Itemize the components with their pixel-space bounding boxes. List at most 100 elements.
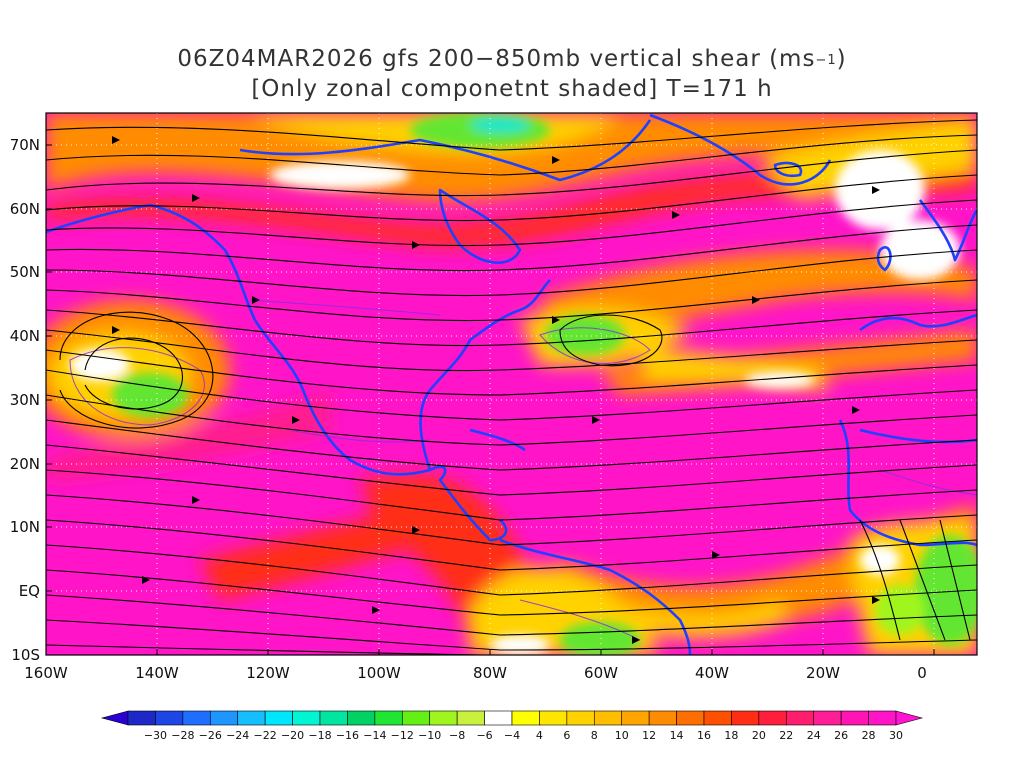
canada-arctic-coast xyxy=(239,119,652,182)
uk xyxy=(876,246,892,272)
colorbar-label: −24 xyxy=(226,729,249,742)
coastlines xyxy=(46,113,977,655)
colorbar-swatch xyxy=(511,710,540,726)
colorbar-swatch xyxy=(621,710,650,726)
lon-label-60w: 60W xyxy=(584,664,618,682)
colorbar-label: 24 xyxy=(807,729,821,742)
colorbar-label: −16 xyxy=(336,729,359,742)
colorbar-swatch xyxy=(127,710,156,726)
colorbar-swatch xyxy=(456,710,485,726)
colorbar-swatch xyxy=(593,710,623,726)
colorbar-label: −12 xyxy=(391,729,414,742)
greenland xyxy=(649,113,832,186)
colorbar-swatch xyxy=(785,710,815,726)
cuba xyxy=(469,428,526,452)
lat-label-50n: 50N xyxy=(10,263,40,281)
colorbar-swatch xyxy=(868,710,897,726)
colorbar-label: −26 xyxy=(199,729,222,742)
colorbar-label: 20 xyxy=(752,729,766,742)
colorbar-label: −20 xyxy=(281,729,304,742)
lon-label-40w: 40W xyxy=(695,664,729,682)
lat-label-40n: 40N xyxy=(10,327,40,345)
chart-title: 06Z04MAR2026 gfs 200−850mb vertical shea… xyxy=(0,44,1024,104)
colorbar-label: −22 xyxy=(254,729,277,742)
colorbar-label: 26 xyxy=(834,729,848,742)
lon-label-120w: 120W xyxy=(246,664,290,682)
colorbar-label: −28 xyxy=(171,729,194,742)
colorbar-max-arrow xyxy=(895,710,924,726)
colorbar-label: 22 xyxy=(779,729,793,742)
iceland xyxy=(773,161,803,178)
lat-label-20n: 20N xyxy=(10,455,40,473)
europe-coast xyxy=(859,313,977,332)
south-america-coast xyxy=(499,538,692,655)
colorbar-label: −14 xyxy=(363,729,386,742)
colorbar-swatch xyxy=(319,710,348,726)
colorbar-label: 18 xyxy=(724,729,738,742)
shading-field xyxy=(46,113,977,655)
colorbar-label: −6 xyxy=(476,729,492,742)
colorbar-label: −4 xyxy=(504,729,520,742)
colorbar-swatch xyxy=(840,710,869,726)
plot-frame xyxy=(45,112,978,656)
colorbar-swatch xyxy=(758,710,787,726)
colorbar-label: 14 xyxy=(670,729,684,742)
gulf-coast xyxy=(419,279,551,471)
colorbar-swatch xyxy=(374,710,403,726)
lon-label-80w: 80W xyxy=(473,664,507,682)
colorbar-swatch xyxy=(209,710,239,726)
colorbar-label: 10 xyxy=(615,729,629,742)
colorbar-swatch xyxy=(676,710,705,726)
colorbar-swatch xyxy=(264,710,293,726)
colorbar-min-arrow xyxy=(100,710,129,726)
colorbar-label: 4 xyxy=(536,729,543,742)
lon-label-20w: 20W xyxy=(806,664,840,682)
lat-label-30n: 30N xyxy=(10,391,40,409)
africa-coast xyxy=(838,419,977,547)
axis-ticks xyxy=(46,144,935,655)
colorbar-swatch xyxy=(484,710,513,726)
colorbar-swatch xyxy=(292,710,321,726)
title-line-1: 06Z04MAR2026 gfs 200−850mb vertical shea… xyxy=(177,46,847,72)
streamlines xyxy=(46,119,977,655)
colorbar-label: 6 xyxy=(563,729,570,742)
colorbar-swatch xyxy=(401,710,431,726)
colorbar-swatch xyxy=(237,710,266,726)
colorbar-swatch xyxy=(347,710,376,726)
latitude-labels: 70N 60N 50N 40N 30N 20N 10N EQ 10S xyxy=(10,136,40,664)
lat-label-10s: 10S xyxy=(11,646,40,664)
colorbar-label: −18 xyxy=(308,729,331,742)
colorbar-label: 16 xyxy=(697,729,711,742)
colorbar-swatch xyxy=(539,710,568,726)
colorbar-swatch xyxy=(182,710,211,726)
lat-label-eq: EQ xyxy=(19,582,40,600)
colorbar-swatch xyxy=(813,710,842,726)
lon-label-0: 0 xyxy=(917,664,927,682)
longitude-labels: 160W 140W 120W 100W 80W 60W 40W 20W 0 xyxy=(24,664,927,682)
lat-label-60n: 60N xyxy=(10,200,40,218)
colorbar: −30 −28 −26 −24 −22 −20 −18 −16 −14 −12 −10 −8 −6 −4 4… xyxy=(100,710,924,742)
colorbar-swatch xyxy=(566,710,595,726)
colorbar-swatch xyxy=(731,710,760,726)
colorbar-label: 12 xyxy=(642,729,656,742)
colorbar-swatch xyxy=(703,710,732,726)
hudson-bay xyxy=(438,188,522,264)
colorbar-label: −30 xyxy=(144,729,167,742)
colorbar-label: 28 xyxy=(862,729,876,742)
colorbar-label: −8 xyxy=(449,729,465,742)
lon-label-100w: 100W xyxy=(357,664,401,682)
political-borders xyxy=(69,299,977,641)
colorbar-label: −10 xyxy=(418,729,441,742)
lat-label-70n: 70N xyxy=(10,136,40,154)
lon-label-160w: 160W xyxy=(24,664,68,682)
title-line-2: [Only zonal componetnt shaded] T=171 h xyxy=(251,76,773,102)
colorbar-label: 8 xyxy=(591,729,598,742)
colorbar-label: 30 xyxy=(889,729,903,742)
colorbar-swatch xyxy=(648,710,677,726)
lon-label-140w: 140W xyxy=(135,664,179,682)
scandinavia xyxy=(918,199,977,262)
stream-arrows xyxy=(112,136,880,644)
lat-label-10n: 10N xyxy=(10,518,40,536)
colorbar-swatch xyxy=(155,710,184,726)
